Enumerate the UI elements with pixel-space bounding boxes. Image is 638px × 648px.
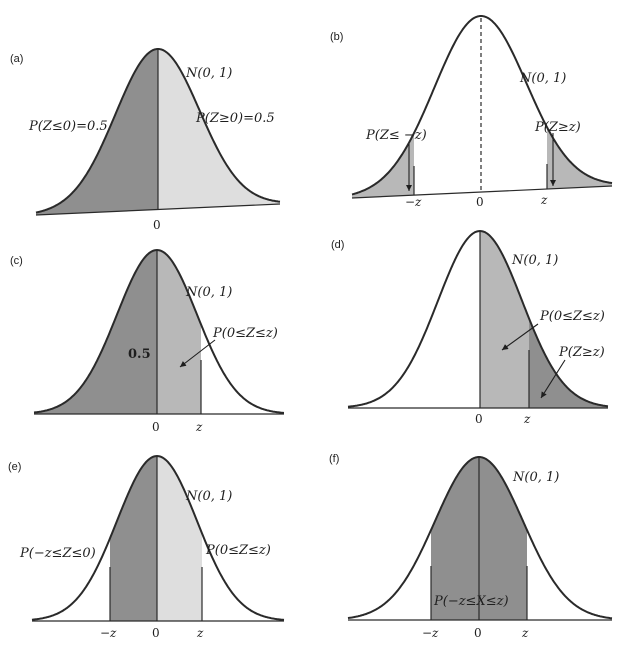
panel-d-tail-prob: P(Z≥z) [558, 345, 605, 360]
panel-f-center-prob: P(−z≤X≤z) [433, 594, 509, 609]
panel-c-curve [33, 248, 284, 414]
panel-b: (b) N(0, 1) P(Z≤ −z) P(Z≥z) −z 0 z [330, 15, 613, 209]
panel-e-tick-0: 0 [152, 626, 160, 640]
panel-f: (f) N(0, 1) P(−z≤X≤z) −z 0 z [329, 453, 613, 640]
panel-f-curve [347, 456, 613, 620]
panel-c-dist-label: N(0, 1) [185, 285, 232, 300]
panel-c: (c) N(0, 1) 0.5 P(0≤Z≤z) 0 z [10, 248, 284, 434]
panel-d-mid-prob: P(0≤Z≤z) [539, 309, 605, 324]
panel-c-mid-area [157, 250, 201, 414]
panel-d-tick-0: 0 [475, 412, 483, 426]
panel-c-left-area [34, 250, 157, 414]
panel-d-tail-arrow [540, 359, 566, 399]
panel-f-dist-label: N(0, 1) [512, 470, 559, 485]
panel-e: (e) N(0, 1) P(−z≤Z≤0) P(0≤Z≤z) −z 0 z [8, 454, 285, 640]
panel-c-half-value: 0.5 [128, 347, 151, 362]
panel-f-label: (f) [329, 453, 339, 465]
panel-d-dist-label: N(0, 1) [511, 253, 558, 268]
panel-c-label: (c) [10, 255, 23, 267]
panel-d: (d) N(0, 1) P(0≤Z≤z) P(Z≥z) 0 z [331, 229, 609, 426]
panel-e-label: (e) [8, 461, 21, 473]
panel-e-left-area [110, 456, 157, 621]
panel-b-dist-label: N(0, 1) [519, 71, 566, 86]
panel-d-mid-area [480, 231, 529, 408]
panel-b-left-tail [352, 133, 414, 198]
panel-e-tick-z: z [196, 626, 204, 640]
panel-d-tick-z: z [523, 412, 531, 426]
panel-a-right-prob: P(Z≥0)=0.5 [195, 111, 275, 126]
panel-a-label: (a) [10, 53, 23, 65]
panel-e-right-prob: P(0≤Z≤z) [205, 543, 271, 558]
panel-b-tick-neg-z: −z [405, 195, 422, 209]
panel-e-curve [31, 454, 285, 621]
panel-a-dist-label: N(0, 1) [185, 66, 232, 81]
panel-a-right-area [158, 49, 280, 210]
panel-f-tick-0: 0 [474, 626, 482, 640]
panel-c-tick-z: z [195, 420, 203, 434]
panel-b-curve [351, 15, 613, 196]
panel-e-right-area [157, 456, 202, 621]
panel-d-mid-arrow [501, 323, 539, 351]
panel-c-mid-prob: P(0≤Z≤z) [212, 326, 278, 341]
panel-b-right-prob: P(Z≥z) [534, 120, 581, 135]
panel-d-right-tail [529, 318, 608, 408]
panel-d-curve [347, 229, 609, 408]
panel-d-label: (d) [331, 239, 344, 251]
panel-a-left-area [36, 49, 158, 215]
panel-b-tick-0: 0 [476, 195, 484, 209]
panel-f-tick-neg-z: −z [422, 626, 439, 640]
panel-c-tick-0: 0 [152, 420, 160, 434]
panel-a: (a) N(0, 1) P(Z≤0)=0.5 P(Z≥0)=0.5 0 [10, 48, 281, 232]
panel-c-arrow [179, 339, 216, 368]
panel-e-dist-label: N(0, 1) [185, 489, 232, 504]
panel-b-right-tail [547, 127, 612, 189]
panel-f-tick-z: z [521, 626, 529, 640]
panel-a-tick-0: 0 [153, 218, 161, 232]
panel-b-tick-z: z [540, 193, 548, 207]
panel-e-tick-neg-z: −z [100, 626, 117, 640]
panel-b-left-prob: P(Z≤ −z) [365, 128, 427, 143]
panel-a-left-prob: P(Z≤0)=0.5 [28, 119, 108, 134]
panel-b-axis [351, 185, 613, 199]
panel-b-label: (b) [330, 31, 343, 43]
panel-e-left-prob: P(−z≤Z≤0) [19, 546, 96, 561]
